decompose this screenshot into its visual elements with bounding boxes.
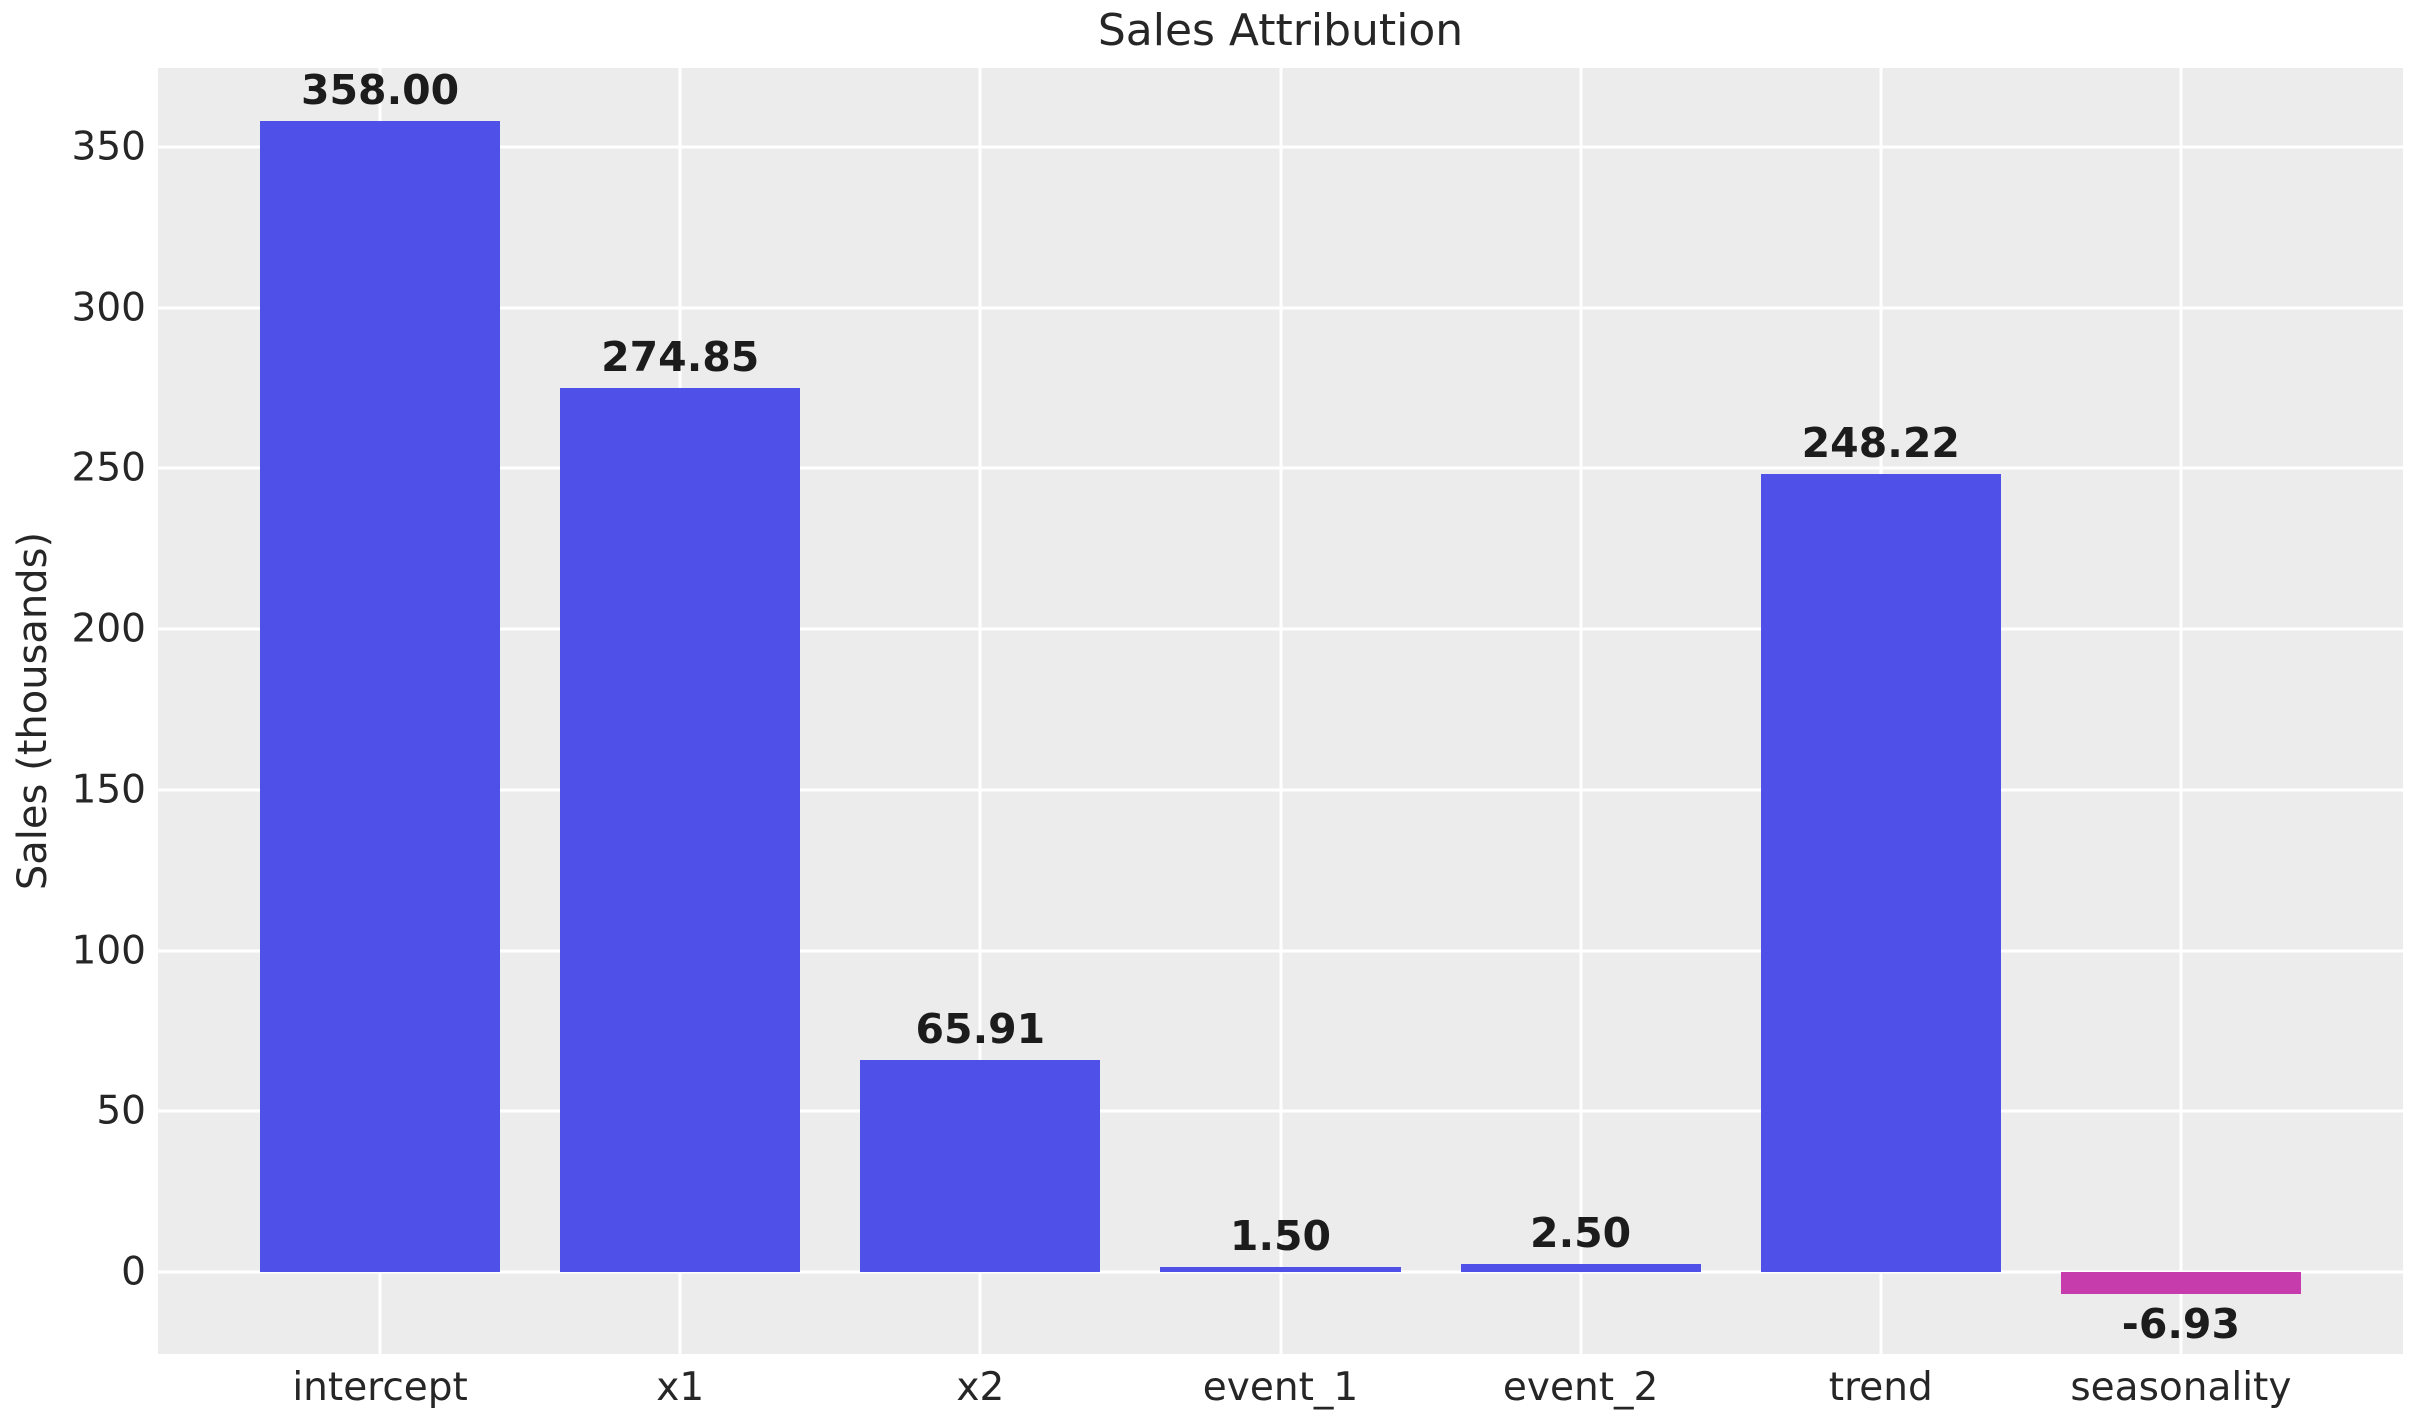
v-gridline-event_2 [1579, 68, 1583, 1354]
y-tick-label-100: 100 [71, 928, 146, 974]
y-tick-label-350: 350 [71, 124, 146, 170]
v-gridline-x2 [978, 68, 982, 1354]
value-label-x1: 274.85 [601, 333, 760, 382]
x-tick-label-event_2: event_2 [1502, 1365, 1659, 1410]
value-label-x2: 65.91 [915, 1005, 1046, 1054]
chart-title: Sales Attribution [1097, 5, 1464, 56]
y-tick-label-200: 200 [71, 606, 146, 652]
v-gridline-seasonality [2179, 68, 2183, 1354]
y-tick-label-150: 150 [71, 767, 146, 813]
value-label-event_1: 1.50 [1229, 1212, 1332, 1261]
y-axis-label: Sales (thousands) [10, 531, 56, 891]
v-gridline-event_1 [1279, 68, 1282, 1354]
value-label-seasonality: -6.93 [2121, 1300, 2240, 1349]
plot-area: 358.00 274.85 65.91 1.50 2.50 248.22 -6.93 [158, 68, 2403, 1354]
y-tick-label-0: 0 [121, 1249, 146, 1295]
x-tick-label-x2: x2 [956, 1365, 1005, 1410]
value-label-intercept: 358.00 [300, 66, 460, 115]
x-tick-label-seasonality: seasonality [2070, 1365, 2292, 1410]
x-tick-label-intercept: intercept [292, 1365, 468, 1410]
x-tick-label-trend: trend [1828, 1365, 1933, 1410]
bar-intercept [260, 121, 501, 1273]
bar-event_2 [1460, 1263, 1701, 1272]
value-label-event_2: 2.50 [1530, 1208, 1632, 1257]
x-tick-label-x1: x1 [656, 1365, 705, 1410]
y-tick-label-300: 300 [71, 285, 146, 331]
bar-x2 [860, 1060, 1101, 1272]
bar-seasonality [2060, 1272, 2301, 1295]
bar-trend [1760, 473, 2001, 1272]
y-tick-label-50: 50 [96, 1088, 146, 1134]
x-tick-label-event_1: event_1 [1202, 1365, 1359, 1410]
bar-x1 [560, 388, 801, 1272]
value-label-trend: 248.22 [1801, 419, 1960, 467]
bar-event_1 [1160, 1267, 1401, 1272]
y-tick-label-250: 250 [71, 445, 146, 491]
